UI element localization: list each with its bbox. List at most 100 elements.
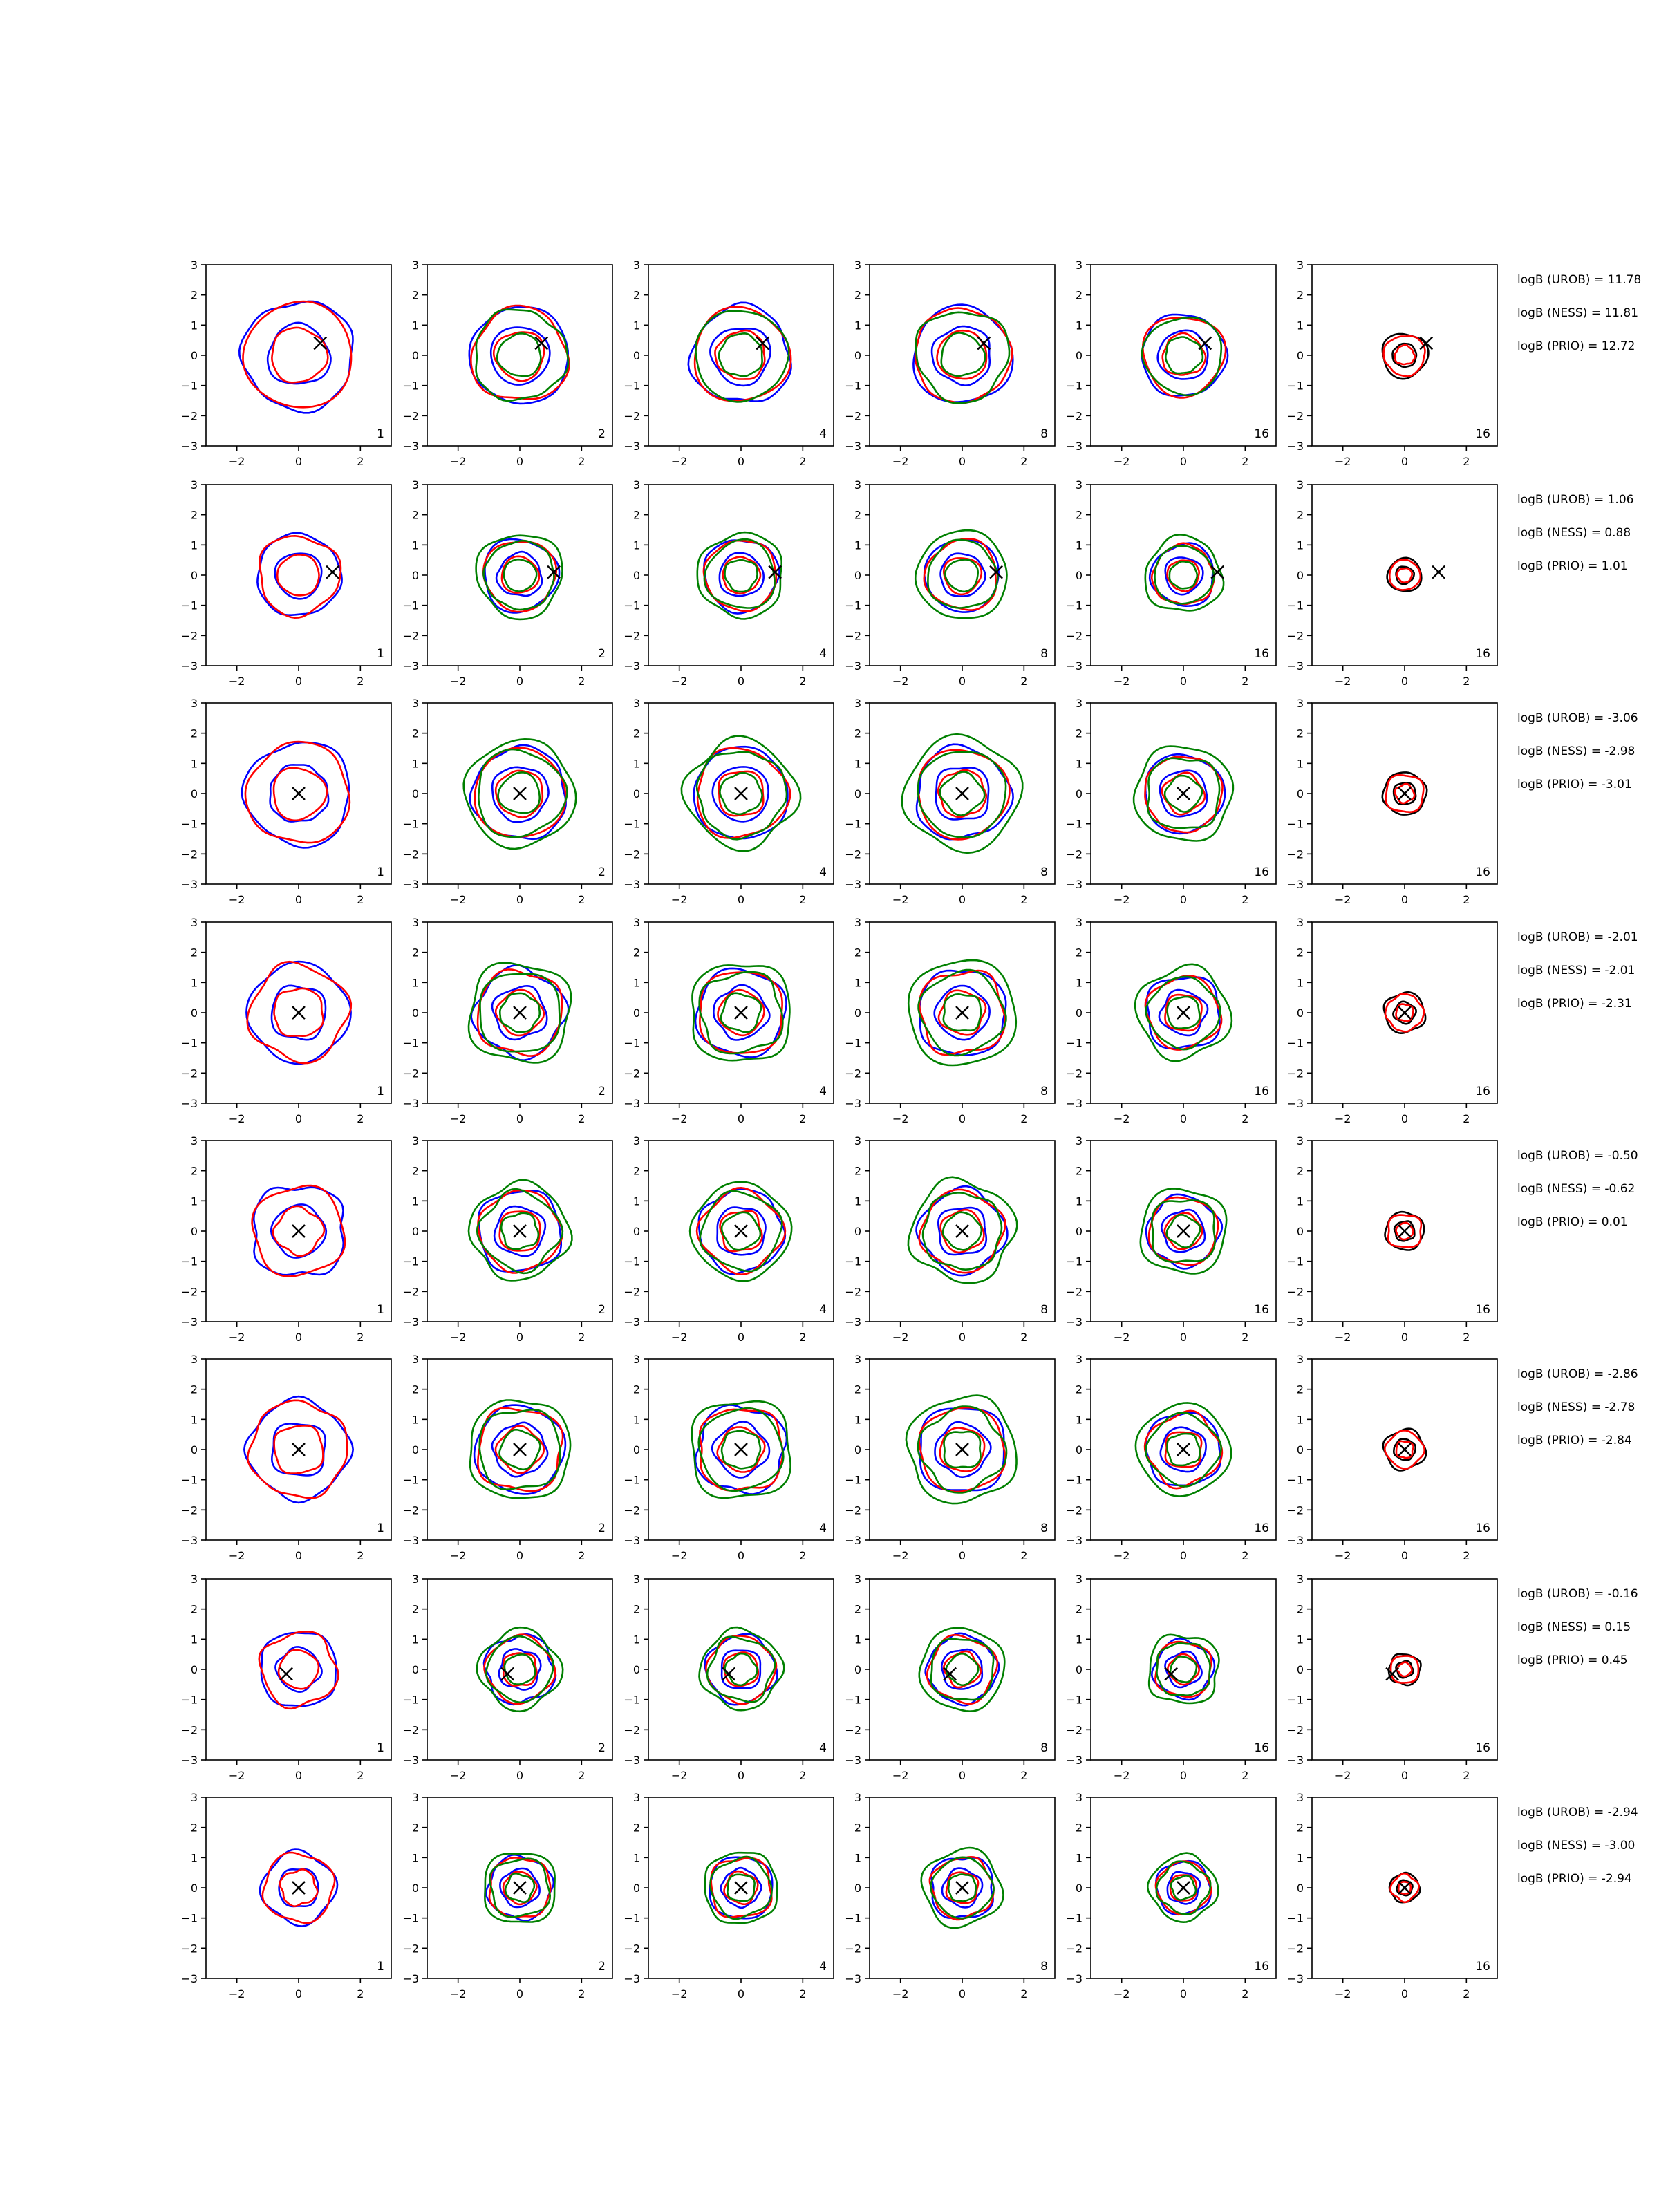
contour-line: [492, 331, 545, 382]
y-tick-label: −3: [845, 1315, 861, 1329]
panel-count-label: 16: [1475, 1303, 1490, 1317]
x-tick-label: 2: [1463, 675, 1470, 688]
contour-line: [266, 321, 332, 385]
contour-line: [500, 555, 541, 594]
y-tick-label: 1: [633, 1194, 640, 1208]
panel-r4-c5: 3 2 1 0 −1 −2 −3 −2 0 2 16: [1066, 916, 1277, 1125]
y-tick-label: 1: [412, 538, 419, 552]
panel-count-label: 16: [1475, 865, 1490, 879]
y-tick-label: 0: [1297, 1225, 1304, 1238]
y-tick-label: 1: [1297, 319, 1304, 332]
y-tick-label: −1: [1066, 1037, 1082, 1050]
contour-line: [498, 1210, 541, 1252]
panel-count-label: 4: [819, 647, 827, 661]
y-tick-label: −1: [1066, 1255, 1082, 1268]
y-tick-label: 3: [191, 916, 198, 929]
contour-line: [915, 311, 1011, 404]
x-tick-label: 0: [738, 1112, 744, 1125]
x-tick-label: 0: [959, 893, 966, 906]
x-tick-label: 0: [959, 1549, 966, 1562]
y-tick-label: 2: [854, 1165, 861, 1178]
contour-line: [699, 1190, 783, 1273]
y-tick-label: 2: [412, 289, 419, 302]
panel-count-label: 4: [819, 1085, 827, 1098]
true-value-marker: [1177, 1006, 1190, 1020]
panel-r2-c3: 3 2 1 0 −1 −2 −3 −2 0 2 4: [624, 478, 834, 688]
y-tick-label: 1: [1076, 757, 1082, 770]
x-tick-label: 2: [578, 1987, 585, 2000]
y-tick-label: −1: [402, 1694, 419, 1707]
y-tick-label: 1: [412, 1413, 419, 1426]
y-tick-label: 0: [854, 349, 861, 362]
y-tick-label: −3: [1287, 440, 1304, 453]
contour-line: [698, 971, 784, 1055]
y-tick-label: −1: [1287, 1255, 1304, 1268]
y-tick-label: 0: [854, 787, 861, 800]
panel-r4-c3: 3 2 1 0 −1 −2 −3 −2 0 2 4: [624, 916, 834, 1125]
panel-count-label: 8: [1040, 1085, 1048, 1098]
panel-r6-c1: 3 2 1 0 −1 −2 −3 −2 0 2 1: [181, 1353, 392, 1562]
contour-line: [1392, 781, 1417, 805]
contour-line: [1385, 774, 1425, 814]
x-tick-label: −2: [892, 1112, 909, 1125]
y-tick-label: 0: [1297, 1663, 1304, 1676]
y-tick-label: 2: [854, 289, 861, 302]
y-tick-label: 0: [412, 349, 419, 362]
axes-frame: [869, 264, 1056, 447]
y-tick-label: 0: [854, 569, 861, 582]
x-tick-label: 0: [516, 675, 523, 688]
contour-line: [907, 959, 1018, 1067]
contour-line: [688, 1181, 793, 1282]
contour-line: [273, 987, 324, 1038]
contour-line: [914, 529, 1008, 619]
y-tick-label: 1: [633, 319, 640, 332]
y-tick-label: 0: [633, 1443, 640, 1456]
contour-line: [1166, 1871, 1201, 1905]
contour-line: [930, 325, 991, 387]
contour-line: [942, 1650, 982, 1689]
logb-annotation: logB (UROB) = 1.06: [1517, 493, 1633, 507]
x-tick-label: 2: [578, 675, 585, 688]
x-tick-label: 2: [1463, 1331, 1470, 1344]
y-tick-label: −3: [181, 1097, 198, 1110]
y-tick-label: 2: [412, 1165, 419, 1178]
true-value-marker: [500, 1667, 514, 1681]
y-tick-label: −2: [1287, 1285, 1304, 1298]
x-tick-label: 2: [578, 455, 585, 468]
y-tick-label: 0: [191, 1006, 198, 1020]
y-tick-label: 2: [1076, 289, 1082, 302]
y-tick-label: −1: [181, 1912, 198, 1925]
panel-count-label: 16: [1475, 1960, 1490, 1974]
x-tick-label: 0: [959, 675, 966, 688]
y-tick-label: 3: [854, 697, 861, 710]
contour-line: [484, 1853, 556, 1923]
y-tick-label: 0: [412, 1663, 419, 1676]
contour-line: [937, 1206, 988, 1256]
contour-line: [1395, 1440, 1414, 1459]
x-tick-label: 0: [1180, 1331, 1187, 1344]
y-tick-label: −2: [845, 1503, 861, 1517]
contour-line: [711, 766, 769, 823]
x-tick-label: 0: [295, 1331, 302, 1344]
x-tick-label: −2: [671, 1331, 688, 1344]
y-tick-label: −2: [181, 1067, 198, 1080]
x-tick-label: 2: [357, 1112, 364, 1125]
y-tick-label: −2: [624, 847, 640, 861]
true-value-marker: [292, 1224, 306, 1238]
contour-line: [1389, 1655, 1420, 1684]
y-tick-label: 0: [191, 787, 198, 800]
y-tick-label: 2: [1297, 1603, 1304, 1616]
true-value-marker: [955, 1881, 969, 1895]
y-tick-label: −2: [1066, 1285, 1082, 1298]
x-tick-label: 0: [516, 455, 523, 468]
contour-line: [1164, 993, 1203, 1032]
y-tick-label: 0: [854, 1663, 861, 1676]
x-tick-label: 2: [1020, 1549, 1027, 1562]
y-tick-label: −3: [624, 440, 640, 453]
y-tick-label: 1: [1076, 1194, 1082, 1208]
panel-r7-c2: 3 2 1 0 −1 −2 −3 −2 0 2 2: [402, 1573, 613, 1782]
panel-count-label: 16: [1254, 1303, 1269, 1317]
y-tick-label: −1: [845, 379, 861, 393]
contour-line: [691, 964, 791, 1062]
